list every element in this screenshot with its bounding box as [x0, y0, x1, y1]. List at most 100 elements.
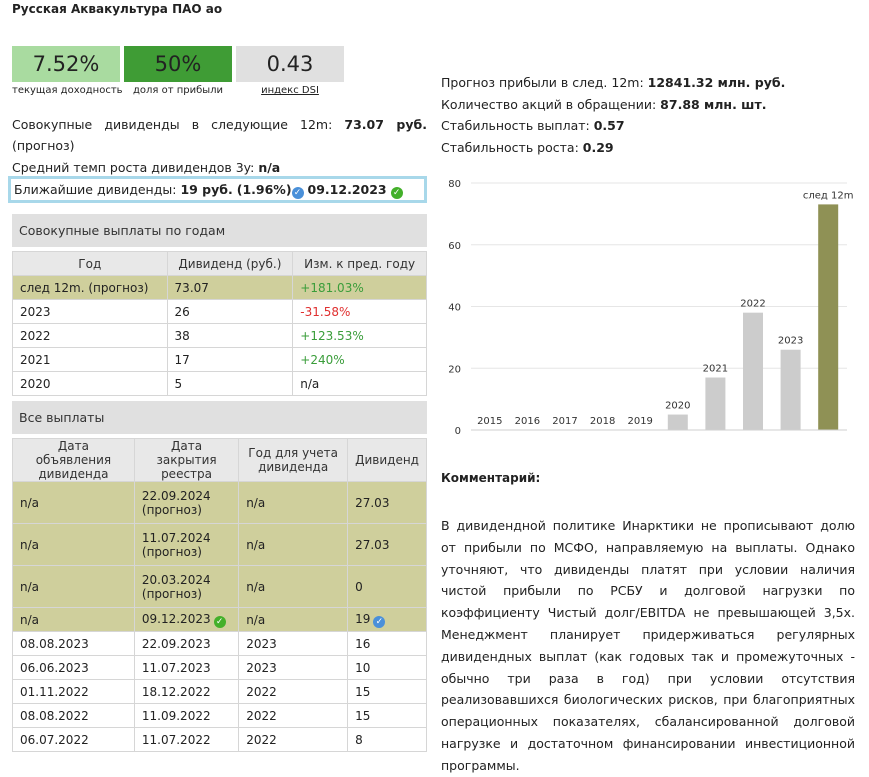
bar-category-label: 2017 — [552, 416, 577, 427]
dividend-cell: 5 — [166, 371, 294, 396]
dsi-index-link[interactable]: индекс DSI — [261, 85, 319, 96]
table-row: 06.07.2022 11.07.2022 2022 8 — [12, 727, 427, 752]
bar-category-label: 2015 — [477, 416, 502, 427]
record-date-text: 11.09.2022 — [141, 708, 211, 723]
year-cell: след 12m. (прогноз) — [12, 275, 168, 300]
year-cell: 2020 — [12, 371, 168, 396]
announce-date-cell: 08.08.2023 — [12, 631, 135, 656]
year-cell: 2023 — [12, 299, 168, 324]
yearly-table: Год Дивиденд (руб.) Изм. к пред. году след… — [12, 251, 427, 396]
dividend-year-cell: n/a — [238, 607, 349, 632]
bar — [780, 349, 801, 430]
total-dividends-line: Совокупные дивиденды в следующие 12m: 73… — [12, 114, 427, 156]
company-stats: Прогноз прибыли в след. 12m: 12841.32 мл… — [441, 72, 785, 158]
year-cell: 2021 — [12, 347, 168, 372]
dividend-amount-text: 19 — [355, 611, 371, 626]
table-row: n/a 22.09.2024 (прогноз) n/a 27.03 — [12, 481, 427, 524]
dividend-amount-cell: 27.03 — [347, 481, 427, 524]
dividend-year-cell: 2023 — [238, 631, 349, 656]
dividend-amount-cell: 19 ✓ — [347, 607, 427, 632]
stat-profit-forecast: Прогноз прибыли в след. 12m: 12841.32 мл… — [441, 75, 786, 90]
growth-line: Средний темп роста дивидендов 3y: n/a — [12, 157, 280, 178]
dividend-cell: 26 — [166, 299, 294, 324]
y-tick-label: 0 — [455, 426, 461, 437]
stat-growth-stability: Стабильность роста: 0.29 — [441, 139, 614, 155]
bar-category-label: след 12m — [803, 190, 854, 201]
y-tick-label: 80 — [448, 179, 461, 190]
dividend-amount-cell: 15 — [347, 703, 427, 728]
yearly-section-heading: Совокупные выплаты по годам — [12, 214, 427, 247]
bar — [705, 377, 726, 430]
kpi-payout-share-value: 50% — [124, 46, 232, 82]
change-cell: +240% — [292, 347, 427, 372]
dividend-amount-text: 27.03 — [355, 495, 390, 510]
dividend-amount-cell: 16 — [347, 631, 427, 656]
dividend-amount-text: 27.03 — [355, 537, 390, 552]
record-date-cell: 11.07.2023 — [133, 655, 240, 680]
dividend-year-cell: 2022 — [238, 679, 349, 704]
green-check-icon: ✓ — [390, 187, 403, 199]
comment-text: В дивидендной политике Инарктики не проп… — [441, 518, 855, 773]
record-date-text: 09.12.2023 — [141, 611, 211, 626]
change-cell: n/a — [292, 371, 427, 396]
nearest-dividends-box: Ближайшие дивиденды: 19 руб. (1.96%) ✓ 09… — [8, 176, 427, 203]
payments-header-cell: Дата объявления дивиденда — [12, 438, 135, 482]
table-row: n/a 20.03.2024 (прогноз) n/a 0 — [12, 565, 427, 608]
stat-payout-stability: Стабильность выплат: 0.57 — [441, 118, 625, 133]
dividend-year-cell: 2023 — [238, 655, 349, 680]
announce-date-cell: 06.07.2022 — [12, 727, 135, 752]
announce-date-cell: n/a — [12, 607, 135, 632]
y-tick-label: 60 — [448, 241, 461, 252]
y-tick-label: 20 — [448, 364, 461, 375]
announce-date-cell: n/a — [12, 565, 135, 608]
yearly-header-cell: Изм. к пред. году — [292, 251, 427, 276]
total-dividends-label: Совокупные дивиденды в следующие 12m: — [12, 117, 333, 132]
dividend-amount-cell: 0 — [347, 565, 427, 608]
bar-category-label: 2018 — [590, 416, 615, 427]
dividend-year-cell: 2022 — [238, 727, 349, 752]
dividend-cell: 38 — [166, 323, 294, 348]
dividend-cell: 17 — [166, 347, 294, 372]
year-cell: 2022 — [12, 323, 168, 348]
announce-date-cell: n/a — [12, 481, 135, 524]
dividend-cell: 73.07 — [166, 275, 294, 300]
payments-section-heading: Все выплаты — [12, 401, 427, 434]
bar-category-label: 2022 — [740, 299, 765, 310]
dividend-amount-cell: 27.03 — [347, 523, 427, 566]
dividend-year-cell: 2022 — [238, 703, 349, 728]
record-date-text: 22.09.2024 (прогноз) — [141, 488, 211, 517]
table-row: 08.08.2023 22.09.2023 2023 16 — [12, 631, 427, 656]
record-date-cell: 22.09.2024 (прогноз) — [133, 481, 240, 524]
table-row: 2020 5 n/a — [12, 371, 427, 396]
payments-header-cell: Дата закрытия реестра — [133, 438, 240, 482]
record-date-cell: 18.12.2022 — [133, 679, 240, 704]
announce-date-cell: n/a — [12, 523, 135, 566]
growth-label: Средний темп роста дивидендов 3y: — [12, 160, 255, 175]
table-row: след 12m. (прогноз) 73.07 +181.03% — [12, 275, 427, 300]
kpi-current-yield: 7.52% текущая доходность — [12, 46, 123, 96]
y-tick-label: 40 — [448, 303, 461, 314]
blue-check-icon: ✓ — [373, 615, 386, 628]
blue-check-icon: ✓ — [291, 187, 304, 199]
dividend-amount-text: 15 — [355, 684, 371, 699]
bar-category-label: 2016 — [515, 416, 540, 427]
comment-title: Комментарий: — [441, 471, 541, 485]
record-date-cell: 22.09.2023 — [133, 631, 240, 656]
dividend-year-cell: n/a — [238, 565, 349, 608]
record-date-cell: 09.12.2023 ✓ — [133, 607, 240, 632]
stat-shares-outstanding: Количество акций в обращении: 87.88 млн.… — [441, 96, 767, 112]
dividend-amount-text: 8 — [355, 732, 363, 747]
total-dividends-forecast: (прогноз) — [12, 138, 75, 153]
payments-header-cell: Дивиденд — [347, 438, 427, 482]
change-cell: +123.53% — [292, 323, 427, 348]
record-date-text: 11.07.2022 — [141, 732, 211, 747]
change-cell: -31.58% — [292, 299, 427, 324]
kpi-dsi: 0.43 индекс DSI — [236, 46, 344, 96]
bar — [818, 204, 839, 430]
record-date-text: 20.03.2024 (прогноз) — [141, 572, 211, 601]
green-check-icon: ✓ — [213, 615, 226, 628]
table-row: 06.06.2023 11.07.2023 2023 10 — [12, 655, 427, 680]
nearest-dividends-amount: 19 руб. — [180, 182, 233, 197]
kpi-current-yield-label: текущая доходность — [12, 85, 123, 96]
total-dividends-value: 73.07 руб. — [344, 117, 427, 132]
